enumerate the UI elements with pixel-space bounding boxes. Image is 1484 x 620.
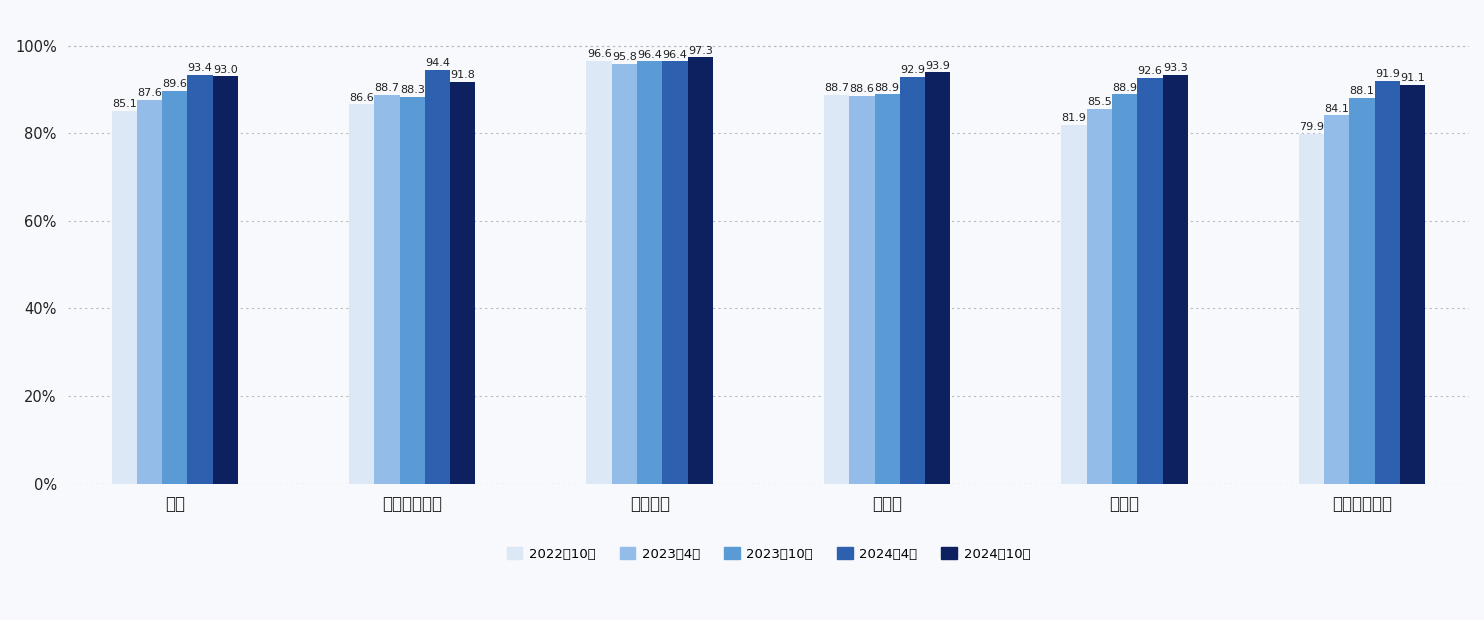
Text: 84.1: 84.1: [1324, 104, 1349, 113]
Bar: [212, 76, 237, 484]
Bar: [1061, 125, 1086, 484]
Bar: [899, 77, 925, 484]
Bar: [399, 97, 424, 484]
Text: 86.6: 86.6: [349, 92, 374, 102]
Bar: [450, 82, 475, 484]
Legend: 2022年10月, 2023年4月, 2023年10月, 2024年4月, 2024年10月: 2022年10月, 2023年4月, 2023年10月, 2024年4月, 20…: [502, 542, 1036, 566]
Text: 88.9: 88.9: [874, 82, 899, 92]
Bar: [1324, 115, 1349, 484]
Bar: [1298, 134, 1324, 484]
Text: 89.6: 89.6: [162, 79, 187, 89]
Text: 91.9: 91.9: [1376, 69, 1399, 79]
Bar: [1112, 94, 1137, 484]
Bar: [874, 94, 899, 484]
Bar: [611, 64, 637, 484]
Text: 93.0: 93.0: [212, 64, 237, 74]
Text: 88.6: 88.6: [849, 84, 874, 94]
Bar: [111, 111, 137, 484]
Bar: [849, 95, 874, 484]
Bar: [1374, 81, 1399, 484]
Bar: [162, 91, 187, 484]
Text: 87.6: 87.6: [137, 88, 162, 98]
Text: 92.9: 92.9: [899, 65, 925, 75]
Bar: [586, 61, 611, 484]
Text: 79.9: 79.9: [1298, 122, 1324, 132]
Text: 88.1: 88.1: [1349, 86, 1374, 96]
Text: 93.9: 93.9: [926, 61, 950, 71]
Text: 85.1: 85.1: [111, 99, 137, 109]
Text: 88.7: 88.7: [374, 84, 399, 94]
Bar: [424, 70, 450, 484]
Bar: [1137, 78, 1162, 484]
Text: 81.9: 81.9: [1061, 113, 1086, 123]
Text: 95.8: 95.8: [611, 52, 637, 62]
Bar: [137, 100, 162, 484]
Bar: [349, 104, 374, 484]
Bar: [187, 74, 212, 484]
Bar: [1086, 109, 1112, 484]
Bar: [1162, 75, 1187, 484]
Text: 88.3: 88.3: [399, 85, 424, 95]
Bar: [1399, 85, 1425, 484]
Text: 96.6: 96.6: [586, 49, 611, 59]
Text: 93.4: 93.4: [187, 63, 212, 73]
Text: 92.6: 92.6: [1138, 66, 1162, 76]
Text: 94.4: 94.4: [424, 58, 450, 68]
Bar: [687, 58, 712, 484]
Bar: [824, 95, 849, 484]
Text: 91.1: 91.1: [1401, 73, 1425, 83]
Text: 88.7: 88.7: [824, 84, 849, 94]
Bar: [1349, 98, 1374, 484]
Text: 91.8: 91.8: [450, 70, 475, 80]
Text: 93.3: 93.3: [1163, 63, 1187, 73]
Bar: [662, 61, 687, 484]
Text: 97.3: 97.3: [687, 46, 712, 56]
Text: 96.4: 96.4: [637, 50, 662, 60]
Bar: [374, 95, 399, 484]
Text: 88.9: 88.9: [1112, 82, 1137, 92]
Text: 96.4: 96.4: [662, 50, 687, 60]
Text: 85.5: 85.5: [1086, 97, 1112, 107]
Bar: [925, 73, 950, 484]
Bar: [637, 61, 662, 484]
